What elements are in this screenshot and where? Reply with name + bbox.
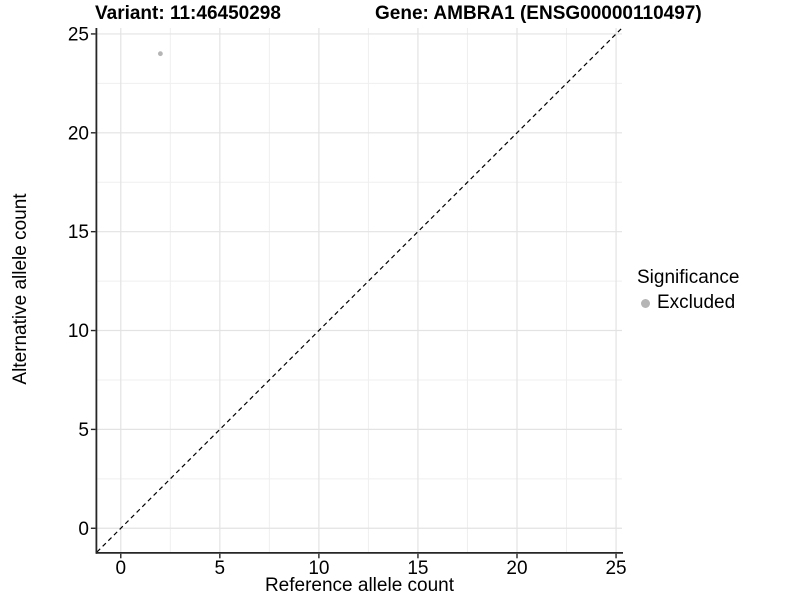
legend-item-label: Excluded — [657, 292, 736, 313]
x-tick-label: 0 — [115, 558, 126, 579]
excluded-point-icon — [641, 298, 650, 308]
y-tick-label: 5 — [78, 420, 89, 441]
gene-title: Gene: AMBRA1 (ENSG00000110497) — [375, 3, 702, 24]
legend-title: Significance — [637, 267, 740, 288]
x-tick-label: 15 — [407, 558, 428, 579]
y-tick-label: 0 — [78, 519, 89, 540]
x-tick-label: 25 — [605, 558, 626, 579]
variant-title: Variant: 11:46450298 — [95, 3, 281, 24]
identity-line — [96, 27, 623, 553]
y-tick-label: 25 — [68, 24, 89, 45]
y-tick-label: 10 — [68, 321, 89, 342]
data-point — [157, 51, 163, 57]
x-tick-label: 20 — [506, 558, 527, 579]
x-axis-title: Reference allele count — [264, 575, 455, 596]
x-tick-label: 10 — [308, 558, 329, 579]
y-tick-label: 20 — [68, 123, 89, 144]
legend-item-excluded: Excluded — [637, 292, 739, 314]
y-tick-label: 15 — [68, 222, 89, 243]
x-tick-label: 5 — [215, 558, 226, 579]
y-axis-title: Alternative allele count — [10, 193, 31, 385]
legend: Significance Excluded — [637, 267, 739, 314]
